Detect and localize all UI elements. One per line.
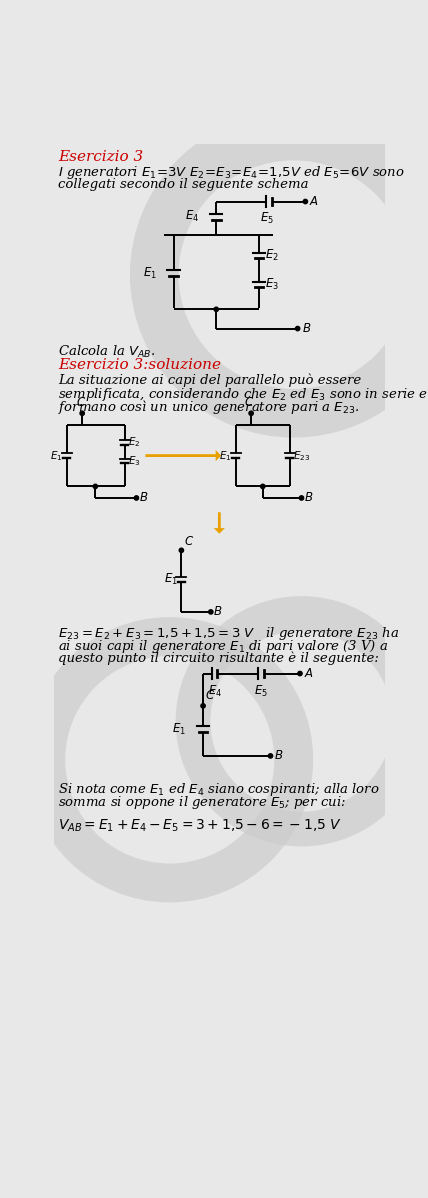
- Text: questo punto il circuito risultante è il seguente:: questo punto il circuito risultante è il…: [58, 652, 379, 665]
- Circle shape: [303, 199, 308, 204]
- Text: $B$: $B$: [304, 491, 313, 504]
- Text: Calcola la $V_{AB}$.: Calcola la $V_{AB}$.: [58, 344, 156, 361]
- Circle shape: [249, 411, 253, 416]
- Circle shape: [201, 703, 205, 708]
- Text: $E_1$: $E_1$: [172, 721, 186, 737]
- Text: $E_3$: $E_3$: [265, 277, 279, 292]
- Circle shape: [93, 484, 98, 489]
- Text: somma si oppone il generatore $E_5$; per cui:: somma si oppone il generatore $E_5$; per…: [58, 794, 346, 811]
- Text: formano così un unico generatore pari a $E_{23}$.: formano così un unico generatore pari a …: [58, 398, 360, 416]
- Text: $E_{23}$: $E_{23}$: [293, 449, 310, 462]
- Text: Si nota come $E_1$ ed $E_4$ siano cospiranti; alla loro: Si nota come $E_1$ ed $E_4$ siano cospir…: [58, 781, 380, 798]
- Text: collegati secondo il seguente schema: collegati secondo il seguente schema: [58, 177, 309, 190]
- Text: $E_1$: $E_1$: [219, 449, 232, 462]
- Text: semplificata, considerando che $E_2$ ed $E_3$ sono in serie e: semplificata, considerando che $E_2$ ed …: [58, 386, 428, 403]
- Text: $A$: $A$: [304, 667, 314, 680]
- Text: $A$: $A$: [309, 195, 319, 208]
- Text: ai suoi capi il generatore $E_1$ di pari valore (3 V) a: ai suoi capi il generatore $E_1$ di pari…: [58, 639, 389, 655]
- Circle shape: [261, 484, 265, 489]
- Text: La situazione ai capi del parallelo può essere: La situazione ai capi del parallelo può …: [58, 374, 361, 387]
- Text: $E_4$: $E_4$: [185, 210, 199, 224]
- Text: $C$: $C$: [244, 397, 255, 410]
- Text: $E_1$: $E_1$: [143, 266, 157, 280]
- Text: $B$: $B$: [301, 322, 311, 335]
- Text: $V_{AB} = E_1 + E_4 - E_5 = 3 + 1{,}5 - 6 = -1{,}5\ V$: $V_{AB} = E_1 + E_4 - E_5 = 3 + 1{,}5 - …: [58, 817, 342, 834]
- Text: $I$ generatori $E_1\!=\!3V$ $E_2\!=\!E_3\!=\!E_4\!=\!1{,}5V$ ed $E_5\!=\!6V$ son: $I$ generatori $E_1\!=\!3V$ $E_2\!=\!E_3…: [58, 164, 405, 181]
- Text: $E_1$: $E_1$: [163, 571, 178, 587]
- Text: $E_2$: $E_2$: [128, 436, 140, 449]
- Text: $E_{23} = E_2 + E_3 = 1{,}5 + 1{,}5 = 3\ V$   il generatore $E_{23}$ ha: $E_{23} = E_2 + E_3 = 1{,}5 + 1{,}5 = 3\…: [58, 625, 399, 642]
- Text: $E_5$: $E_5$: [260, 211, 274, 226]
- Text: $B$: $B$: [274, 750, 284, 762]
- Text: $C$: $C$: [75, 397, 86, 410]
- Circle shape: [179, 549, 184, 552]
- Text: $E_2$: $E_2$: [265, 248, 279, 262]
- Circle shape: [134, 496, 139, 500]
- Text: Esercizio 3: Esercizio 3: [58, 150, 143, 164]
- Text: $E_1$: $E_1$: [50, 449, 63, 462]
- Circle shape: [295, 326, 300, 331]
- Circle shape: [298, 671, 302, 676]
- Circle shape: [268, 754, 273, 758]
- Text: $E_4$: $E_4$: [208, 684, 222, 698]
- Circle shape: [209, 610, 213, 615]
- Circle shape: [299, 496, 304, 500]
- Circle shape: [214, 307, 218, 311]
- Circle shape: [80, 411, 84, 416]
- Text: $C$: $C$: [205, 689, 216, 702]
- Text: $B$: $B$: [139, 491, 148, 504]
- Text: $B$: $B$: [213, 605, 223, 618]
- Text: $E_3$: $E_3$: [128, 454, 140, 468]
- Text: Esercizio 3:soluzione: Esercizio 3:soluzione: [58, 358, 221, 371]
- Text: $C$: $C$: [184, 536, 195, 547]
- Text: $E_5$: $E_5$: [254, 684, 268, 698]
